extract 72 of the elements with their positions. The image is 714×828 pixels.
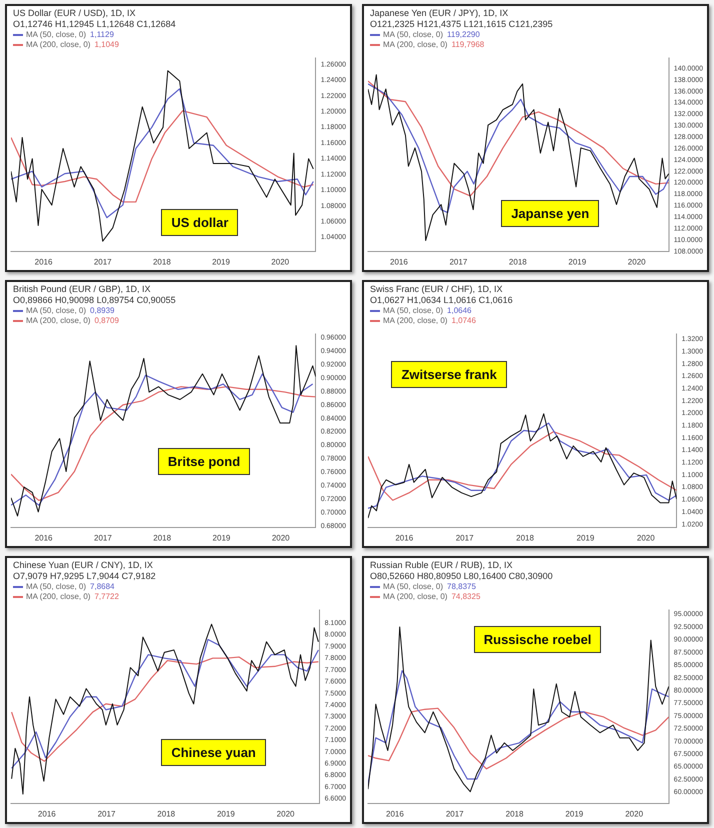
text: 74,8325 bbox=[451, 592, 480, 601]
x-tick-label: 2019 bbox=[568, 257, 587, 266]
x-tick-label: 2016 bbox=[395, 533, 414, 542]
x-tick-label: 2019 bbox=[212, 257, 230, 266]
legend-label: MA (200, close, 0) bbox=[26, 592, 90, 601]
chart-title: US Dollar (EUR / USD), 1D, IX bbox=[13, 8, 137, 19]
x-tick-label: 2018 bbox=[152, 257, 172, 266]
x-tick-label: 2018 bbox=[157, 809, 176, 818]
x-tick-label: 2017 bbox=[94, 533, 112, 542]
text: 0,8709 bbox=[94, 316, 119, 325]
chart-subtitle: O121,2325 H121,4375 L121,1615 C121,2395 bbox=[370, 19, 554, 30]
annotation: US dollar bbox=[161, 208, 238, 236]
x-tick-label: 2017 bbox=[449, 257, 468, 266]
text: 7,8684 bbox=[90, 582, 114, 591]
legend-label: MA (200, close, 0) bbox=[383, 40, 448, 49]
x-tick-label: 2019 bbox=[565, 809, 584, 818]
x-tick-label: 2018 bbox=[506, 809, 524, 818]
text: 119,2290 bbox=[447, 30, 480, 39]
x-tick-label: 2020 bbox=[271, 257, 290, 266]
x-tick-label: 2016 bbox=[390, 257, 408, 266]
chart-title: Chinese Yuan (EUR / CNY), 1D, IX bbox=[13, 560, 154, 571]
x-tick-label: 2019 bbox=[576, 533, 595, 542]
x-tick-label: 2019 bbox=[216, 809, 236, 818]
chart-title: British Pound (EUR / GBP), 1D, IX bbox=[13, 284, 152, 295]
x-tick-label: 2016 bbox=[34, 533, 54, 542]
x-tick-label: 2018 bbox=[508, 257, 528, 266]
legend-label: MA (50, close, 0) bbox=[383, 30, 444, 39]
x-tick-label: 2016 bbox=[34, 257, 53, 266]
x-tick-label: 2017 bbox=[446, 809, 464, 818]
chart-title: Swiss Franc (EUR / CHF), 1D, IX bbox=[370, 284, 504, 295]
x-tick-label: 2020 bbox=[276, 809, 296, 818]
x-tick-label: 2017 bbox=[456, 533, 474, 542]
text: 1,1129 bbox=[90, 30, 114, 39]
chart-subtitle: O1,0627 H1,0634 L1,0616 C1,0616 bbox=[370, 295, 514, 306]
x-tick-label: 2017 bbox=[98, 809, 116, 818]
chart-subtitle: O80,52660 H80,80950 L80,16400 C80,30900 bbox=[370, 571, 554, 582]
chart-title: Russian Ruble (EUR / RUB), 1D, IX bbox=[370, 560, 514, 571]
legend-label: MA (50, close, 0) bbox=[26, 306, 86, 315]
annotation: Russische roebel bbox=[474, 626, 602, 653]
text: 7,7722 bbox=[94, 592, 119, 601]
legend-label: MA (50, close, 0) bbox=[26, 582, 86, 591]
text: 119,7968 bbox=[451, 40, 484, 49]
x-tick-label: 2020 bbox=[628, 257, 646, 266]
chart-subtitle: O0,89866 H0,90098 L0,89754 C0,90055 bbox=[13, 295, 177, 306]
x-tick-label: 2017 bbox=[94, 257, 112, 266]
x-tick-label: 2018 bbox=[516, 533, 534, 542]
legend-label: MA (50, close, 0) bbox=[383, 306, 444, 315]
x-tick-label: 2016 bbox=[38, 809, 56, 818]
x-tick-label: 2020 bbox=[636, 533, 656, 542]
text: 1,1049 bbox=[94, 40, 119, 49]
legend-label: MA (200, close, 0) bbox=[383, 592, 448, 601]
annotation: Chinese yuan bbox=[161, 739, 266, 766]
x-tick-label: 2020 bbox=[625, 809, 644, 818]
legend-label: MA (200, close, 0) bbox=[383, 316, 448, 325]
x-tick-label: 2019 bbox=[212, 533, 231, 542]
legend-label: MA (50, close, 0) bbox=[383, 582, 444, 591]
text: 0,8939 bbox=[90, 306, 114, 315]
legend-label: MA (50, close, 0) bbox=[26, 30, 86, 39]
chart-subtitle: O1,12746 H1,12945 L1,12648 C1,12684 bbox=[13, 19, 177, 30]
annotation: Japanse yen bbox=[501, 200, 600, 228]
annotation: Zwitserse frank bbox=[391, 360, 507, 388]
text: 78,8375 bbox=[447, 582, 476, 591]
x-tick-label: 2016 bbox=[386, 809, 404, 818]
x-tick-label: 2020 bbox=[272, 533, 290, 542]
legend-label: MA (200, close, 0) bbox=[26, 40, 90, 49]
text: 1,0646 bbox=[447, 306, 472, 315]
chart-title: Japanese Yen (EUR / JPY), 1D, IX bbox=[370, 8, 510, 19]
legend-label: MA (200, close, 0) bbox=[26, 316, 90, 325]
annotation: Britse pond bbox=[158, 448, 250, 475]
text: 1,0746 bbox=[451, 316, 476, 325]
chart-subtitle: O7,9079 H7,9295 L7,9044 C7,9182 bbox=[13, 571, 157, 582]
x-tick-label: 2018 bbox=[153, 533, 172, 542]
